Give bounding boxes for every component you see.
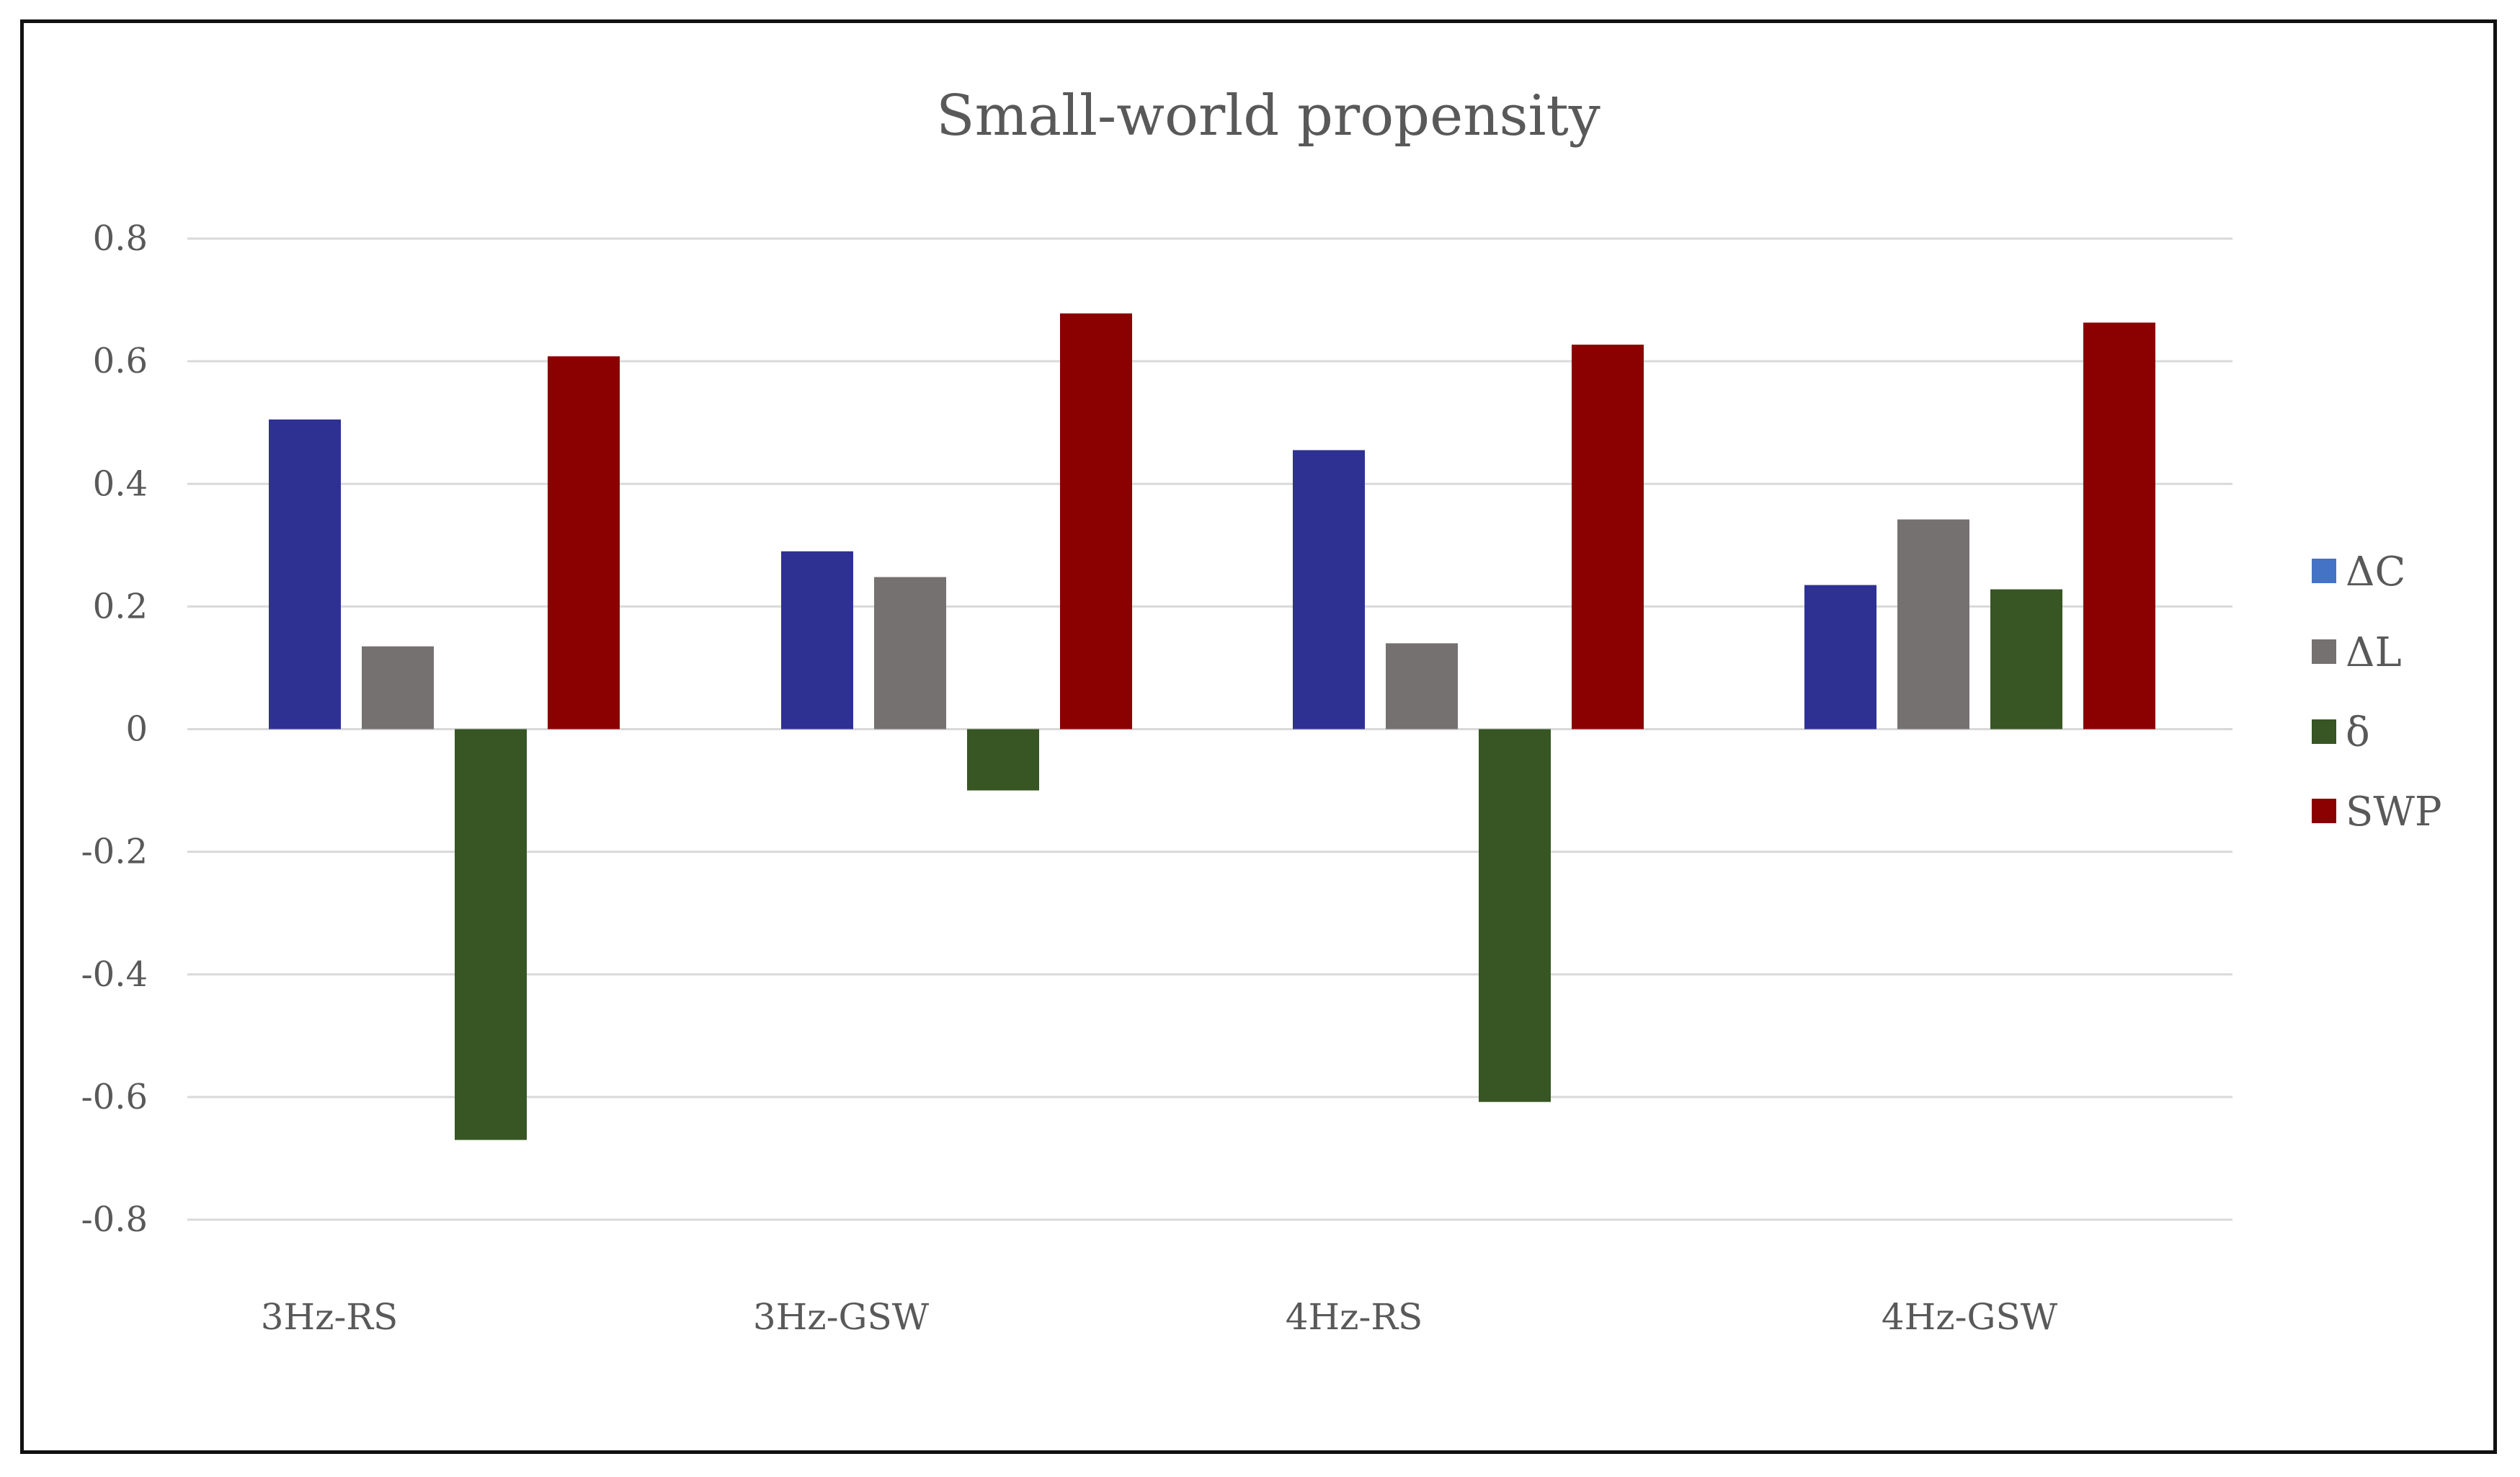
bar-chart: Small-world propensity 0.8 0.6 0.4 0.2 0 -0.2… <box>81 84 2442 1338</box>
y-axis: 0.8 0.6 0.4 0.2 0 -0.2 -0.4 -0.6 -0.8 <box>81 218 148 1240</box>
x-tick-label: 4Hz-RS <box>1286 1296 1423 1338</box>
legend-label-ΔC: ΔC <box>2346 549 2405 595</box>
bars <box>269 313 2155 1140</box>
legend-label-ΔL: ΔL <box>2346 629 2402 676</box>
bar-3Hz-GSW-δ <box>967 729 1039 791</box>
chart-title: Small-world propensity <box>936 84 1600 148</box>
y-tick-label: 0.2 <box>93 586 148 626</box>
bar-4Hz-RS-δ <box>1479 729 1551 1102</box>
x-tick-label: 3Hz-RS <box>261 1296 399 1338</box>
y-tick-label: -0.2 <box>81 832 148 872</box>
bar-4Hz-GSW-ΔL <box>1897 519 1969 729</box>
gridlines <box>187 237 2232 1221</box>
y-tick-label: 0.4 <box>93 463 148 504</box>
bar-3Hz-RS-ΔL <box>362 646 434 729</box>
bar-4Hz-RS-SWP <box>1572 345 1644 729</box>
x-tick-label: 3Hz-GSW <box>753 1296 930 1338</box>
y-tick-label: -0.4 <box>81 954 148 995</box>
bar-4Hz-GSW-δ <box>1990 589 2062 729</box>
bar-3Hz-GSW-ΔL <box>874 577 946 729</box>
bar-3Hz-GSW-SWP <box>1060 313 1132 729</box>
bar-4Hz-GSW-ΔC <box>1804 585 1876 729</box>
y-tick-label: 0.6 <box>93 341 148 381</box>
legend-swatch-SWP <box>2312 799 2336 823</box>
legend-swatch-ΔC <box>2312 559 2336 583</box>
legend-label-SWP: SWP <box>2346 789 2442 835</box>
legend-swatch-ΔL <box>2312 639 2336 664</box>
y-tick-label: -0.6 <box>81 1077 148 1117</box>
legend-label-δ: δ <box>2346 709 2370 756</box>
y-tick-label: 0.8 <box>93 218 148 259</box>
chart-frame: Small-world propensity 0.8 0.6 0.4 0.2 0 -0.2… <box>20 19 2497 1454</box>
y-tick-label: 0 <box>125 709 148 750</box>
bar-3Hz-GSW-ΔC <box>781 551 853 729</box>
bar-3Hz-RS-SWP <box>548 356 620 729</box>
bar-4Hz-GSW-SWP <box>2083 322 2155 729</box>
legend-swatch-δ <box>2312 719 2336 744</box>
x-axis: 3Hz-RS 3Hz-GSW 4Hz-RS 4Hz-GSW <box>261 1296 2058 1338</box>
y-tick-label: -0.8 <box>81 1199 148 1240</box>
bar-4Hz-RS-ΔC <box>1293 450 1365 729</box>
bar-4Hz-RS-ΔL <box>1386 643 1458 729</box>
legend: ΔC ΔL δ SWP <box>2312 549 2442 835</box>
bar-3Hz-RS-ΔC <box>269 419 341 729</box>
x-tick-label: 4Hz-GSW <box>1882 1296 2058 1338</box>
bar-3Hz-RS-δ <box>455 729 527 1140</box>
